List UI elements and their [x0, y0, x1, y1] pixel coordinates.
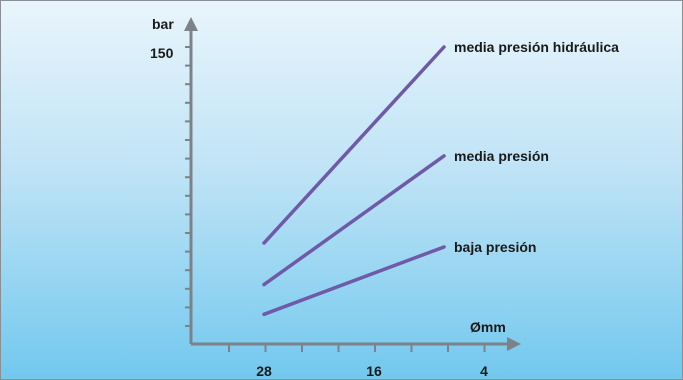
y-axis-arrow — [184, 17, 198, 31]
x-tick-label: 4 — [480, 363, 488, 379]
series-label: media presión — [454, 148, 549, 164]
series-label: media presión hidráulica — [454, 39, 619, 55]
series-line — [262, 245, 446, 317]
y-axis-label: bar — [152, 16, 174, 32]
y-tick-label: 150 — [150, 45, 174, 61]
series-label: baja presión — [454, 239, 536, 255]
x-axis-arrow — [507, 337, 521, 351]
series-line — [262, 45, 446, 245]
chart-series: media presión hidráulica media presión baj… — [262, 39, 619, 317]
chart-axes: 28 16 4 — [184, 17, 521, 379]
chart-labels: bar 150 Ømm — [150, 16, 506, 335]
series-line — [262, 154, 446, 287]
x-tick-label: 16 — [366, 363, 382, 379]
x-axis-label: Ømm — [470, 319, 506, 335]
x-tick-label: 28 — [256, 363, 272, 379]
